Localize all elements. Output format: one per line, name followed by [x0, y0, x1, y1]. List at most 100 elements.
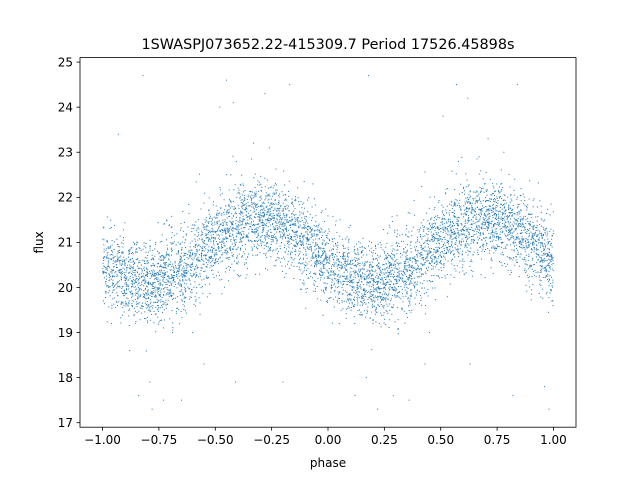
data-point	[405, 246, 407, 248]
data-point	[152, 305, 154, 307]
data-point	[133, 286, 135, 288]
data-point	[536, 236, 538, 238]
data-point	[176, 233, 178, 235]
data-point	[378, 286, 380, 288]
data-point	[246, 236, 248, 238]
data-point	[357, 293, 359, 295]
data-point	[375, 308, 377, 310]
data-point	[211, 230, 213, 232]
data-point	[463, 190, 465, 192]
data-point	[441, 204, 443, 206]
data-point	[367, 260, 369, 262]
data-point	[233, 239, 235, 241]
data-point	[269, 210, 271, 212]
data-point	[275, 220, 277, 222]
data-point	[277, 202, 279, 204]
data-point	[407, 258, 409, 260]
data-point	[538, 292, 540, 294]
data-point	[284, 199, 286, 201]
data-point	[259, 239, 261, 241]
data-point	[164, 271, 166, 273]
data-point	[552, 279, 554, 281]
data-point	[396, 276, 398, 278]
data-point	[241, 241, 243, 243]
data-point	[538, 239, 540, 241]
data-point	[362, 300, 364, 302]
data-point	[429, 196, 431, 198]
data-point	[450, 227, 452, 229]
data-point	[180, 227, 182, 229]
data-point	[314, 261, 316, 263]
data-point	[456, 265, 458, 267]
data-point	[547, 233, 549, 235]
data-point	[163, 276, 165, 278]
data-point	[224, 229, 226, 231]
data-point	[324, 251, 326, 253]
data-point	[462, 228, 464, 230]
data-point	[246, 215, 248, 217]
data-point	[103, 265, 105, 267]
data-point	[414, 297, 416, 299]
data-point	[490, 259, 492, 261]
data-point	[416, 289, 418, 291]
data-point	[274, 215, 276, 217]
data-point	[502, 254, 504, 256]
data-point	[428, 243, 430, 245]
data-point	[383, 229, 385, 231]
data-point	[294, 224, 296, 226]
data-point	[102, 270, 104, 272]
data-point	[196, 292, 198, 294]
data-point	[512, 259, 514, 261]
data-point	[449, 252, 451, 254]
data-point	[478, 193, 480, 195]
data-point	[314, 272, 316, 274]
data-point	[329, 297, 331, 299]
data-point	[406, 258, 408, 260]
data-point	[154, 296, 156, 298]
data-point	[520, 244, 522, 246]
data-point	[134, 281, 136, 283]
data-point	[125, 282, 127, 284]
data-point	[339, 292, 341, 294]
data-point	[268, 211, 270, 213]
data-point	[516, 220, 518, 221]
data-point	[184, 270, 186, 272]
data-point	[304, 207, 306, 209]
data-point	[272, 223, 274, 225]
data-point	[487, 208, 489, 210]
data-point	[544, 266, 546, 268]
data-point	[288, 195, 290, 197]
data-point	[170, 254, 172, 256]
data-point	[150, 293, 152, 295]
data-point	[105, 249, 107, 251]
data-point	[133, 270, 135, 272]
data-point	[444, 275, 446, 277]
data-point	[130, 258, 132, 260]
data-point	[531, 293, 533, 295]
data-point	[284, 265, 286, 267]
data-point	[207, 221, 209, 223]
data-point	[119, 246, 121, 248]
data-point	[422, 242, 424, 244]
data-point	[194, 281, 196, 283]
data-point	[131, 267, 133, 269]
data-point	[134, 269, 136, 271]
data-point	[453, 230, 455, 232]
data-point	[449, 214, 451, 216]
data-point	[444, 244, 446, 246]
data-point	[338, 260, 340, 262]
data-point	[442, 217, 443, 219]
data-point	[288, 241, 290, 243]
data-point	[429, 228, 431, 230]
data-point	[296, 230, 298, 232]
data-point	[534, 247, 536, 249]
data-point	[368, 265, 370, 267]
data-point	[215, 249, 217, 251]
data-point	[161, 234, 163, 236]
data-point	[336, 231, 338, 233]
data-point	[436, 233, 437, 235]
data-point	[327, 277, 329, 279]
data-point	[401, 288, 403, 290]
data-point	[163, 259, 165, 261]
data-point	[278, 222, 280, 224]
